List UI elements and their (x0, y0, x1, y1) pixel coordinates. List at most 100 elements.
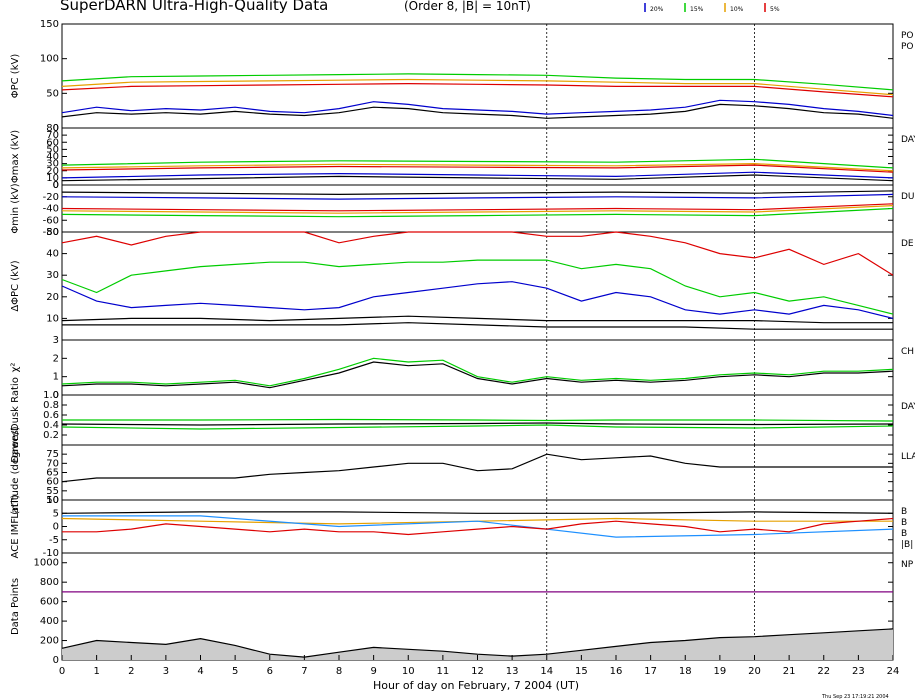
series-line (61, 78, 894, 96)
series-line (62, 418, 894, 422)
series-line (61, 162, 894, 172)
series-line (62, 517, 894, 536)
y-tick-label: 0.8 (43, 400, 59, 411)
right-label: NP (901, 560, 914, 570)
series-line (62, 322, 893, 330)
x-tick-label: 1 (93, 666, 99, 677)
x-tick-label: 18 (679, 666, 692, 677)
series-line (61, 158, 894, 169)
series-line (61, 82, 894, 98)
legend-label: 5% (770, 6, 780, 13)
x-tick-label: 15 (575, 666, 588, 677)
x-tick-label: 14 (540, 666, 553, 677)
y-tick-label: -5 (49, 535, 59, 546)
panel: 0.20.40.60.81.0 Dawn/Dusk Ratio DAY (10, 377, 915, 463)
right-label: DAY (901, 402, 915, 412)
y-tick-label: 75 (46, 449, 59, 460)
y-tick-label: -60 (43, 215, 59, 226)
y-tick-label: 55 (46, 486, 59, 497)
series-line (61, 357, 894, 387)
series-line (61, 231, 894, 276)
right-label: B (901, 529, 907, 539)
right-label: LLA (901, 452, 915, 462)
series-line (61, 203, 894, 212)
y-axis-label: ΦPC (kV) (10, 54, 21, 99)
series-line (62, 515, 894, 538)
series-line (61, 422, 894, 426)
panel: 10 20 30 40 50 ΔΦPC (kV) DE (10, 227, 914, 341)
y-axis-label: Φmin (kV) (10, 183, 21, 233)
y-tick-label: 0 (53, 180, 59, 191)
panel: -80-60-40-200 Φmin (kV) DU (10, 180, 915, 238)
y-tick-label: 600 (40, 597, 59, 608)
y-tick-label: 50 (46, 88, 59, 99)
series-area (62, 628, 893, 660)
series-line (61, 174, 894, 182)
legend-label: 15% (690, 6, 704, 13)
y-tick-label: 10 (46, 495, 59, 506)
y-tick-label: 60 (46, 137, 59, 148)
x-tick-label: 24 (887, 666, 900, 677)
y-tick-label: 0 (53, 180, 59, 191)
y-tick-label: 150 (40, 19, 59, 30)
series-line (61, 511, 894, 514)
y-tick-label: 20 (46, 166, 59, 177)
y-tick-label: 100 (40, 54, 59, 65)
y-tick-label: -20 (43, 192, 59, 203)
x-axis: 0 1 2 3 4 5 6 7 8 9 10 11 12 13 14 15 16 17 18 19 20 21 22 23 24 (59, 655, 900, 677)
x-tick-label: 8 (336, 666, 342, 677)
series-line (61, 103, 894, 119)
legend: 20% 15% 10% 5% (644, 3, 780, 13)
y-tick-label: 1000 (34, 558, 59, 569)
series-line (61, 281, 894, 319)
y-tick-label: 40 (46, 249, 59, 260)
y-axis-label: χ² (10, 363, 21, 373)
panel-frame (61, 127, 894, 186)
right-label: B (901, 518, 907, 528)
y-tick-label: 400 (40, 616, 59, 627)
x-tick-label: 7 (301, 666, 307, 677)
panel: 0 200 400 600 800 1000 Data Points NP (10, 552, 914, 666)
right-label: PO (901, 31, 914, 41)
panel-frame (61, 444, 894, 501)
y-tick-label: 60 (46, 477, 59, 488)
series-line (61, 628, 894, 658)
right-label: |B| (901, 540, 913, 550)
series-line (61, 171, 894, 179)
y-tick-label: 40 (46, 152, 59, 163)
x-tick-label: 11 (437, 666, 450, 677)
chart-title: SuperDARN Ultra-High-Quality Data (60, 0, 328, 14)
y-axis-label: Latitude (degrees) (10, 426, 21, 518)
panel-frame (61, 231, 894, 341)
right-label: DE (901, 239, 914, 249)
x-tick-label: 10 (402, 666, 415, 677)
right-label: DAY (901, 135, 915, 145)
y-tick-label: 0.2 (43, 430, 59, 441)
series-line (61, 453, 893, 483)
x-tick-label: 23 (852, 666, 865, 677)
y-tick-label: 800 (40, 577, 59, 588)
x-tick-label: 12 (471, 666, 484, 677)
y-axis-label: Φmax (kV) (10, 130, 21, 183)
x-tick-label: 22 (817, 666, 830, 677)
y-tick-label: 80 (46, 123, 59, 134)
y-tick-label: 1.0 (43, 390, 59, 401)
x-axis-label: Hour of day on February, 7 2004 (UT) (373, 679, 579, 692)
series-line (61, 315, 893, 324)
y-tick-label: 70 (46, 130, 59, 141)
y-tick-label: 30 (46, 159, 59, 170)
x-tick-label: 19 (714, 666, 727, 677)
x-tick-label: 9 (370, 666, 376, 677)
y-tick-label: 65 (46, 468, 59, 479)
y-axis-label: ΔΦPC (kV) (10, 260, 21, 311)
y-tick-label: 10 (46, 313, 59, 324)
y-tick-label: 70 (46, 458, 59, 469)
x-tick-label: 17 (644, 666, 657, 677)
series-line (61, 193, 894, 200)
timestamp: Thu Sep 23 17:19:21 2004 (821, 694, 889, 700)
right-label: DU (901, 192, 915, 202)
y-tick-label: 3 (53, 335, 59, 346)
